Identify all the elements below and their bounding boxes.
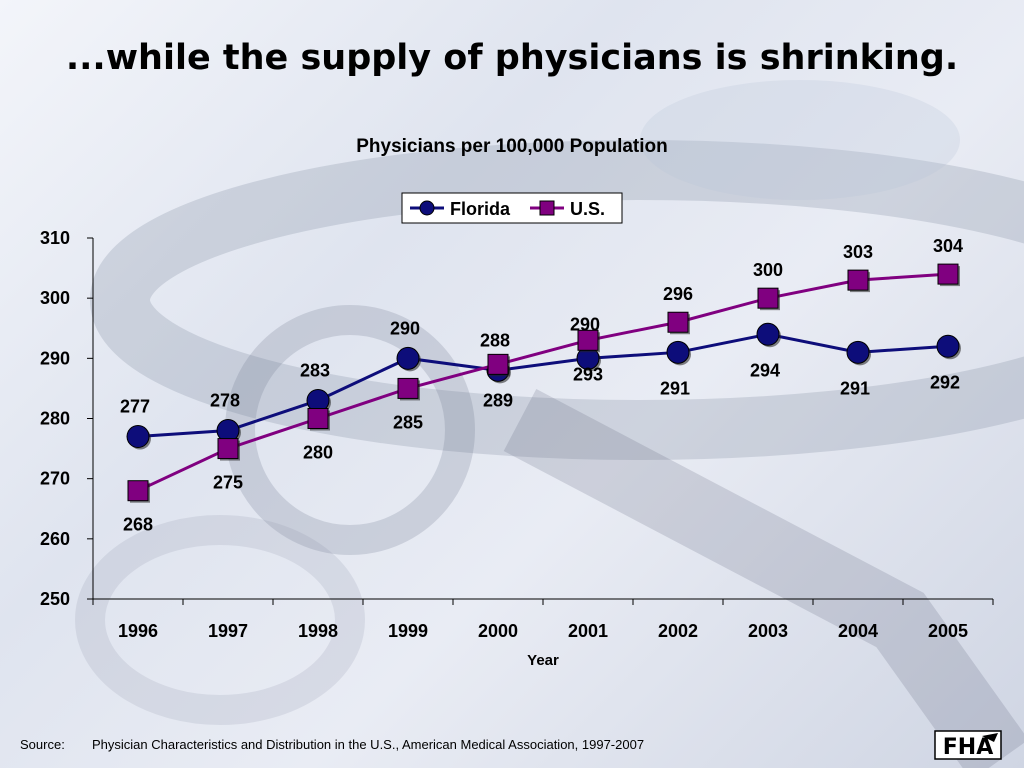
- x-tick-label: 2003: [748, 621, 788, 641]
- x-tick-label: 1999: [388, 621, 428, 641]
- series-line-us: [137, 272, 949, 493]
- us-data-label: 296: [663, 284, 693, 304]
- florida-data-label: 291: [840, 378, 870, 398]
- us-data-label: 300: [753, 260, 783, 280]
- y-tick-label: 310: [40, 228, 70, 248]
- us-data-point: [397, 377, 419, 399]
- us-data-point: [217, 438, 239, 460]
- x-tick-label: 2001: [568, 621, 608, 641]
- x-axis-label: Year: [527, 652, 559, 669]
- florida-data-label: 294: [750, 360, 780, 380]
- x-tick-label: 2002: [658, 621, 698, 641]
- florida-data-label: 277: [120, 397, 150, 417]
- florida-data-point: [756, 322, 780, 346]
- us-data-point: [937, 263, 959, 285]
- y-tick-label: 280: [40, 409, 70, 429]
- source-text: Physician Characteristics and Distributi…: [92, 737, 645, 752]
- y-tick-label: 260: [40, 529, 70, 549]
- series-line-florida: [137, 332, 949, 439]
- florida-data-point: [396, 346, 420, 370]
- florida-data-label: 278: [210, 391, 240, 411]
- y-tick-label: 300: [40, 288, 70, 308]
- florida-data-point: [666, 340, 690, 364]
- y-tick-label: 250: [40, 589, 70, 609]
- us-data-point: [847, 269, 869, 291]
- florida-data-label: 291: [660, 378, 690, 398]
- legend-florida-label: Florida: [450, 199, 511, 219]
- us-data-label: 268: [123, 515, 153, 535]
- slide-title: ...while the supply of physicians is shr…: [65, 38, 959, 78]
- florida-data-label: 283: [300, 360, 330, 380]
- legend-us-label: U.S.: [570, 199, 605, 219]
- legend-us-marker: [539, 200, 555, 216]
- florida-data-label: 288: [480, 330, 510, 350]
- svg-text:FHA: FHA: [943, 735, 993, 760]
- legend-florida-marker: [419, 200, 435, 216]
- us-data-point: [307, 408, 329, 429]
- florida-data-point: [846, 340, 870, 364]
- florida-data-label: 290: [570, 314, 600, 334]
- us-data-label: 280: [303, 443, 333, 463]
- y-tick-label: 270: [40, 469, 70, 489]
- x-tick-label: 1996: [118, 621, 158, 641]
- x-tick-label: 1998: [298, 621, 338, 641]
- us-data-point: [667, 311, 689, 333]
- chart-title: Physicians per 100,000 Population: [356, 136, 668, 157]
- x-tick-label: 1997: [208, 621, 248, 641]
- florida-data-label: 290: [390, 318, 420, 338]
- source-label: Source:: [20, 737, 65, 752]
- fha-logo: FHA: [934, 730, 1002, 760]
- us-data-label: 304: [933, 236, 963, 256]
- florida-data-point: [126, 425, 150, 449]
- us-data-label: 293: [573, 364, 603, 384]
- x-tick-label: 2004: [838, 621, 878, 641]
- florida-data-label: 292: [930, 372, 960, 392]
- us-data-point: [127, 480, 149, 502]
- us-data-point: [577, 329, 599, 351]
- us-data-label: 275: [213, 473, 243, 493]
- florida-data-point: [936, 334, 960, 358]
- us-data-label: 289: [483, 390, 513, 410]
- us-data-point: [757, 287, 779, 309]
- x-tick-label: 2005: [928, 621, 968, 641]
- us-data-label: 285: [393, 412, 423, 432]
- us-data-label: 303: [843, 242, 873, 262]
- x-tick-label: 2000: [478, 621, 518, 641]
- us-data-point: [487, 353, 509, 375]
- y-tick-label: 290: [40, 348, 70, 368]
